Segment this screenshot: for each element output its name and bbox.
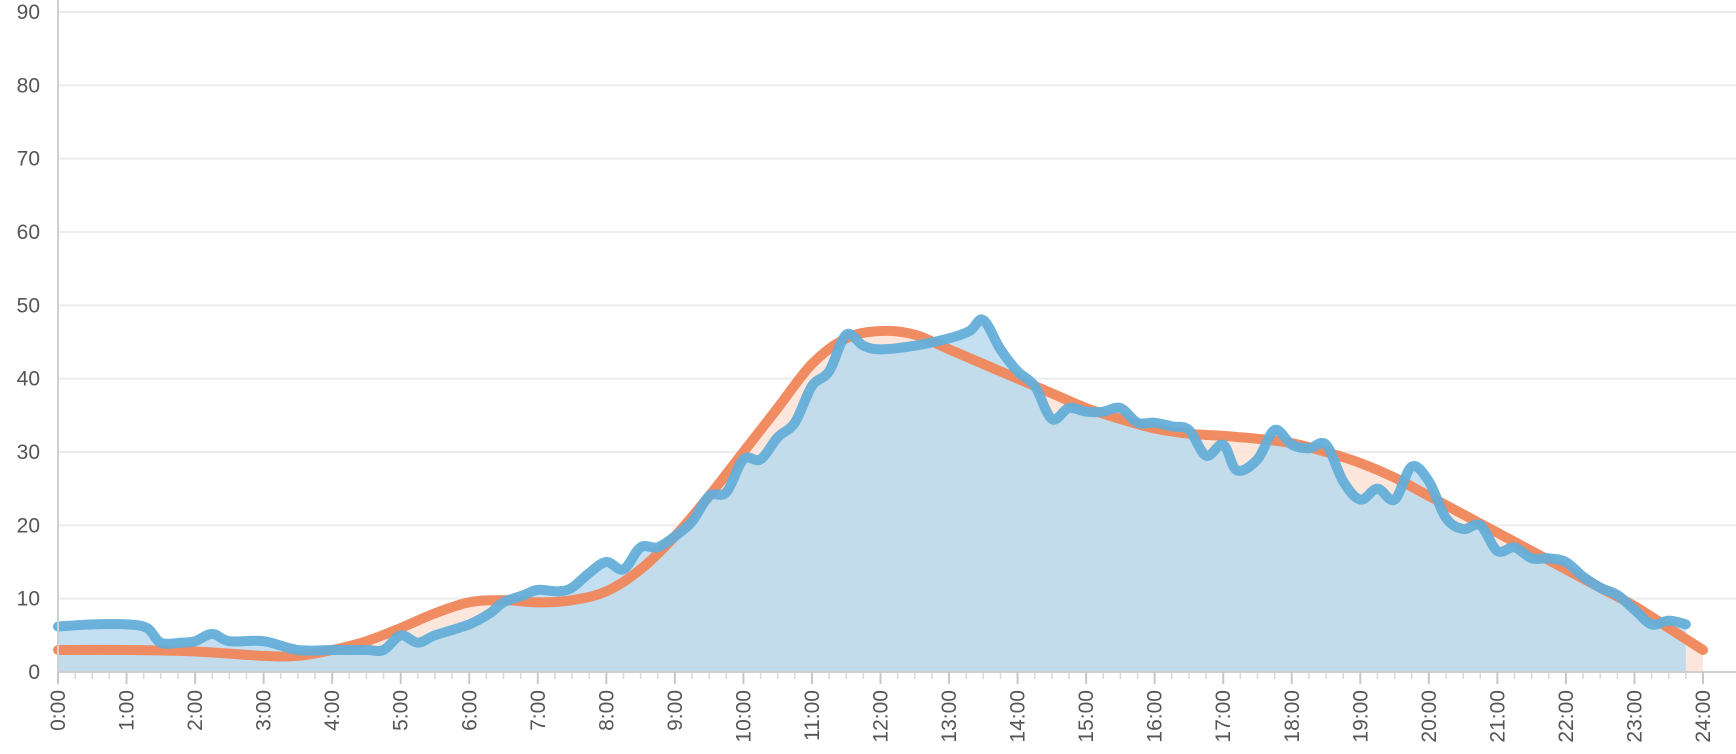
- y-tick-label: 60: [17, 221, 40, 244]
- x-tick-label: 3:00: [253, 690, 276, 731]
- x-tick-label: 1:00: [116, 690, 139, 731]
- x-axis-labels: 0:00 1:00 2:00 3:00 4:00 5:00 6:00 7:00 8:00 9:00…: [47, 690, 1715, 743]
- x-tick-label: 21:00: [1486, 690, 1509, 743]
- x-tick-label: 6:00: [458, 690, 481, 731]
- x-tick-label: 20:00: [1418, 690, 1441, 743]
- x-tick-label: 23:00: [1623, 690, 1646, 743]
- x-tick-label: 13:00: [938, 690, 961, 743]
- y-tick-label: 30: [17, 441, 40, 464]
- y-axis-labels: 0 10 20 30 40 50 60 70 80 90: [17, 1, 40, 684]
- series-area-live: [58, 319, 1686, 672]
- x-tick-label: 8:00: [595, 690, 618, 731]
- y-tick-label: 20: [17, 514, 40, 537]
- x-tick-label: 0:00: [47, 690, 70, 731]
- x-tick-label: 17:00: [1212, 690, 1235, 743]
- y-tick-label: 10: [17, 588, 40, 611]
- gridlines: [58, 11, 1736, 600]
- x-tick-label: 9:00: [664, 690, 687, 731]
- series-lines: [53, 314, 1708, 662]
- axes: [57, 0, 1736, 684]
- x-tick-label: 5:00: [390, 690, 413, 731]
- x-tick-label: 18:00: [1281, 690, 1304, 743]
- x-tick-label: 22:00: [1555, 690, 1578, 743]
- x-tick-label: 11:00: [801, 690, 824, 741]
- x-tick-label: 16:00: [1144, 690, 1167, 743]
- y-tick-label: 0: [28, 661, 40, 684]
- x-tick-label: 14:00: [1007, 690, 1030, 743]
- x-tick-label: 4:00: [321, 690, 344, 731]
- x-tick-label: 12:00: [870, 690, 893, 743]
- x-tick-label: 24:00: [1692, 690, 1715, 743]
- y-tick-label: 90: [17, 1, 40, 24]
- y-tick-label: 40: [17, 368, 40, 391]
- y-tick-label: 50: [17, 294, 40, 317]
- y-tick-label: 80: [17, 74, 40, 97]
- x-tick-label: 10:00: [732, 690, 755, 743]
- series-line-live: [53, 314, 1691, 657]
- x-tick-label: 7:00: [527, 690, 550, 731]
- x-tick-label: 2:00: [184, 690, 207, 731]
- x-tick-label: 19:00: [1349, 690, 1372, 743]
- series-fills: [58, 319, 1703, 672]
- y-tick-label: 70: [17, 148, 40, 171]
- x-tick-label: 15:00: [1075, 690, 1098, 743]
